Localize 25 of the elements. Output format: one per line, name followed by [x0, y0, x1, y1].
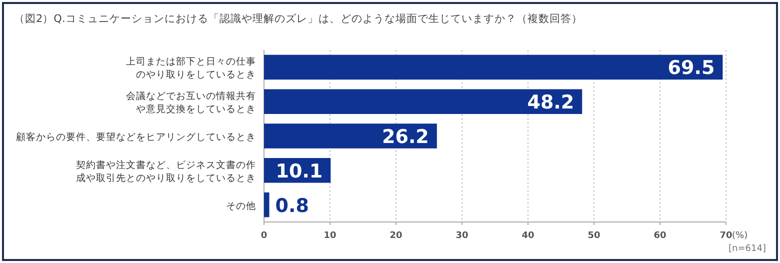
data-label: 10.1 — [276, 160, 323, 182]
x-tick-label: 50 — [588, 231, 600, 241]
x-tick-label: 70 — [720, 231, 732, 241]
x-tick-label: 20 — [390, 231, 402, 241]
y-tick-label: 契約書や注文書など、ビジネス文書の作成や取引先とのやり取りをしているとき — [76, 158, 256, 184]
chart-title: （図2）Q.コミュニケーションにおける「認識や理解のズレ」は、どのような場面で生じていますか？（複数回答） — [14, 12, 582, 25]
bar — [264, 192, 270, 218]
x-tick-label: 40 — [522, 231, 534, 241]
x-tick-label: 60 — [654, 231, 666, 241]
y-tick-label: 上司または部下と日々の仕事のやり取りをしているとき — [126, 56, 256, 81]
x-tick-label: 30 — [456, 231, 468, 241]
data-label: 26.2 — [382, 126, 429, 148]
bar — [264, 54, 723, 80]
y-tick-label: 会議などでお互いの情報共有や意見交換をしているとき — [126, 90, 256, 116]
data-label: 69.5 — [668, 57, 715, 80]
x-tick-label: 10 — [324, 231, 336, 241]
y-tick-label: その他 — [226, 200, 256, 212]
data-label: 0.8 — [275, 194, 309, 217]
bar — [264, 124, 437, 148]
x-axis-title: (%) — [732, 231, 748, 241]
y-tick-label: 顧客からの要件、要望などをヒアリングしているとき — [16, 131, 256, 143]
data-label: 48.2 — [527, 92, 574, 114]
x-tick-label: 0 — [260, 231, 268, 241]
bar — [264, 89, 582, 114]
text: [n=614] — [728, 244, 766, 254]
